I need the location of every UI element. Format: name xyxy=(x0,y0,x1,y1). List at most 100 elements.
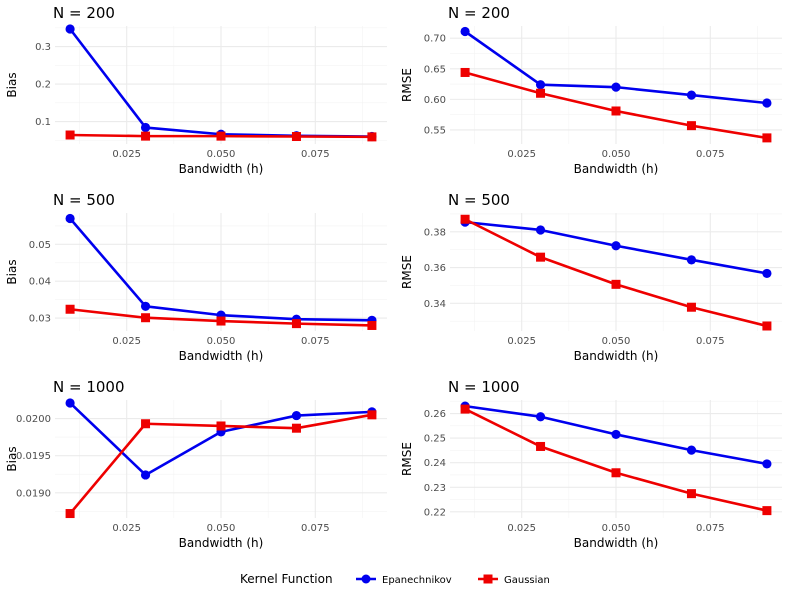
x-tick-label: 0.075 xyxy=(696,523,725,534)
legend-item-gaussian: Gaussian xyxy=(478,574,550,586)
data-point-epanechnikov xyxy=(686,90,697,100)
x-tick-label: 0.075 xyxy=(696,149,725,160)
y-tick-label: 0.22 xyxy=(424,507,446,518)
data-point-gaussian xyxy=(367,320,377,330)
x-tick-label: 0.075 xyxy=(696,336,725,347)
data-point-epanechnikov xyxy=(535,412,546,422)
data-point-gaussian xyxy=(65,304,75,314)
panel-title: N = 1000 xyxy=(448,378,520,396)
data-point-epanechnikov xyxy=(535,80,546,90)
data-point-gaussian xyxy=(460,404,470,414)
data-point-epanechnikov xyxy=(460,26,470,37)
data-point-gaussian xyxy=(65,130,75,140)
data-point-epanechnikov xyxy=(686,255,697,265)
x-tick-label: 0.050 xyxy=(207,523,236,534)
y-axis-title: RMSE xyxy=(400,442,414,476)
data-point-gaussian xyxy=(611,279,621,289)
data-point-epanechnikov xyxy=(65,24,75,34)
legend-label-gaussian: Gaussian xyxy=(504,575,550,586)
data-point-epanechnikov xyxy=(686,445,697,455)
panel-title: N = 200 xyxy=(448,4,510,22)
y-tick-label: 0.55 xyxy=(424,125,446,136)
data-point-gaussian xyxy=(762,506,772,516)
x-tick-label: 0.025 xyxy=(112,149,141,160)
y-tick-label: 0.24 xyxy=(424,458,446,469)
data-point-gaussian xyxy=(536,441,546,451)
legend-title: Kernel Function xyxy=(240,572,333,586)
x-tick-label: 0.050 xyxy=(602,336,631,347)
y-tick-label: 0.1 xyxy=(35,117,51,128)
panel-title: N = 500 xyxy=(53,191,115,209)
gridlines xyxy=(55,26,387,144)
data-point-epanechnikov xyxy=(762,459,772,469)
legend-marker-gaussian xyxy=(483,574,493,584)
y-tick-label: 0.0190 xyxy=(16,488,51,499)
gridlines xyxy=(450,213,782,331)
data-point-epanechnikov xyxy=(611,82,621,92)
panel-1: 0.025 0.050 0.075 0.1 0.2 0.3 N = 200 Bandwidth… xyxy=(5,4,387,176)
x-tick-label: 0.050 xyxy=(602,149,631,160)
y-axis-title: RMSE xyxy=(400,255,414,289)
data-point-gaussian xyxy=(762,321,772,331)
data-point-gaussian xyxy=(216,316,226,326)
x-axis-title: Bandwidth (h) xyxy=(179,162,264,176)
x-axis-title: Bandwidth (h) xyxy=(179,536,264,550)
x-tick-label: 0.025 xyxy=(507,523,536,534)
legend: Kernel Function Epanechnikov Gaussian xyxy=(240,572,550,586)
data-point-epanechnikov xyxy=(140,301,151,311)
data-point-gaussian xyxy=(460,214,470,224)
y-tick-label: 0.34 xyxy=(424,299,446,310)
panel-title: N = 200 xyxy=(53,4,115,22)
y-axis-title: RMSE xyxy=(400,68,414,102)
data-point-gaussian xyxy=(611,468,621,478)
y-tick-label: 0.60 xyxy=(424,95,446,106)
panel-2: 0.025 0.050 0.075 0.55 0.60 0.65 0.70 N = 200 Ba… xyxy=(400,4,782,176)
data-point-epanechnikov xyxy=(65,398,75,408)
data-point-gaussian xyxy=(367,410,377,420)
legend-item-epanechnikov: Epanechnikov xyxy=(356,574,452,586)
x-tick-label: 0.075 xyxy=(301,336,330,347)
data-point-epanechnikov xyxy=(762,268,772,279)
data-point-gaussian xyxy=(291,132,301,142)
y-tick-label: 0.3 xyxy=(35,42,51,53)
y-tick-label: 0.26 xyxy=(424,409,446,420)
y-tick-label: 0.70 xyxy=(424,34,446,45)
data-point-epanechnikov xyxy=(611,241,621,251)
data-point-gaussian xyxy=(686,121,696,131)
data-point-gaussian xyxy=(65,509,75,519)
x-tick-label: 0.025 xyxy=(507,149,536,160)
x-tick-label: 0.025 xyxy=(507,336,536,347)
y-axis-title: Bias xyxy=(5,446,19,471)
y-tick-label: 0.36 xyxy=(424,263,446,274)
data-point-gaussian xyxy=(216,421,226,431)
data-point-gaussian xyxy=(141,131,151,141)
x-tick-label: 0.075 xyxy=(301,523,330,534)
x-axis-title: Bandwidth (h) xyxy=(574,536,659,550)
data-point-epanechnikov xyxy=(291,410,302,421)
y-axis-title: Bias xyxy=(5,259,19,284)
data-point-gaussian xyxy=(291,423,301,433)
data-point-gaussian xyxy=(536,252,546,262)
data-point-gaussian xyxy=(216,131,226,141)
panel-5: 0.025 0.050 0.075 0.0190 0.0195 0.0200 N = 100… xyxy=(5,378,387,550)
x-tick-label: 0.050 xyxy=(602,523,631,534)
y-tick-label: 0.0200 xyxy=(16,414,51,425)
data-point-epanechnikov xyxy=(65,213,75,224)
gridlines xyxy=(55,400,387,518)
y-tick-label: 0.65 xyxy=(424,64,446,75)
data-point-gaussian xyxy=(762,133,772,143)
data-point-gaussian xyxy=(367,132,377,142)
data-point-epanechnikov xyxy=(140,470,151,480)
y-tick-label: 0.0195 xyxy=(16,451,51,462)
panel-title: N = 500 xyxy=(448,191,510,209)
data-point-gaussian xyxy=(536,88,546,98)
x-tick-label: 0.025 xyxy=(112,336,141,347)
panel-6: 0.025 0.050 0.075 0.22 0.23 0.24 0.25 0.26 N = 1… xyxy=(400,378,782,550)
data-point-epanechnikov xyxy=(762,98,772,108)
legend-label-epanechnikov: Epanechnikov xyxy=(382,575,452,586)
x-tick-label: 0.050 xyxy=(207,336,236,347)
x-tick-label: 0.025 xyxy=(112,523,141,534)
data-point-gaussian xyxy=(686,489,696,499)
data-point-gaussian xyxy=(686,302,696,312)
